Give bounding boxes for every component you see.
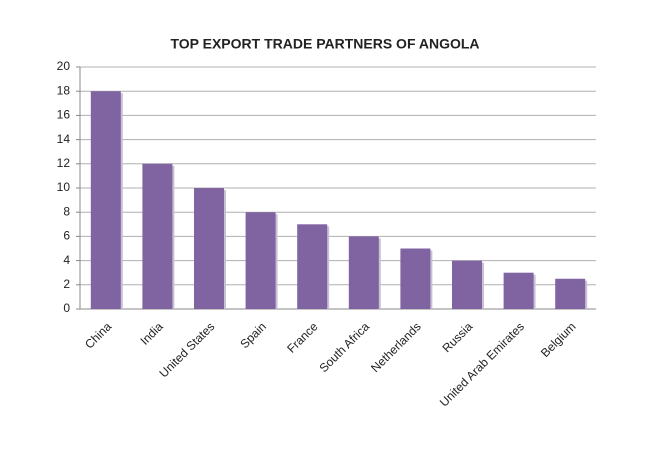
y-tick-label: 10 [57, 180, 71, 194]
bar [348, 236, 379, 309]
y-tick-label: 2 [63, 277, 70, 291]
y-tick-label: 6 [63, 229, 70, 243]
x-tick-label: Russia [440, 319, 476, 355]
bar [400, 248, 431, 309]
x-tick-label: France [284, 319, 321, 356]
y-tick-label: 14 [57, 132, 71, 146]
chart-title: TOP EXPORT TRADE PARTNERS OF ANGOLA [170, 36, 479, 52]
x-tick-label: United Arab Emirates [437, 319, 527, 409]
bar [452, 260, 482, 309]
x-tick-label: Netherlands [368, 319, 424, 375]
x-tick-label: South Africa [317, 319, 373, 375]
y-tick-label: 8 [63, 204, 70, 218]
x-tick-label: United States [157, 319, 218, 380]
y-tick-label: 16 [57, 108, 71, 122]
bar [142, 163, 173, 309]
bar [245, 212, 276, 309]
y-tick-label: 20 [57, 59, 71, 73]
bar [503, 272, 534, 309]
bar [555, 278, 586, 309]
y-tick-label: 0 [63, 301, 70, 315]
x-tick-label: India [137, 319, 166, 348]
x-tick-label: Spain [237, 319, 269, 351]
y-tick-label: 12 [57, 156, 71, 170]
x-tick-label: Belgium [538, 319, 579, 360]
y-tick-label: 18 [57, 83, 71, 97]
bar [90, 91, 121, 309]
y-tick-label: 4 [63, 253, 70, 267]
bar [194, 188, 224, 309]
bar [297, 224, 328, 309]
x-tick-label: China [82, 319, 114, 351]
